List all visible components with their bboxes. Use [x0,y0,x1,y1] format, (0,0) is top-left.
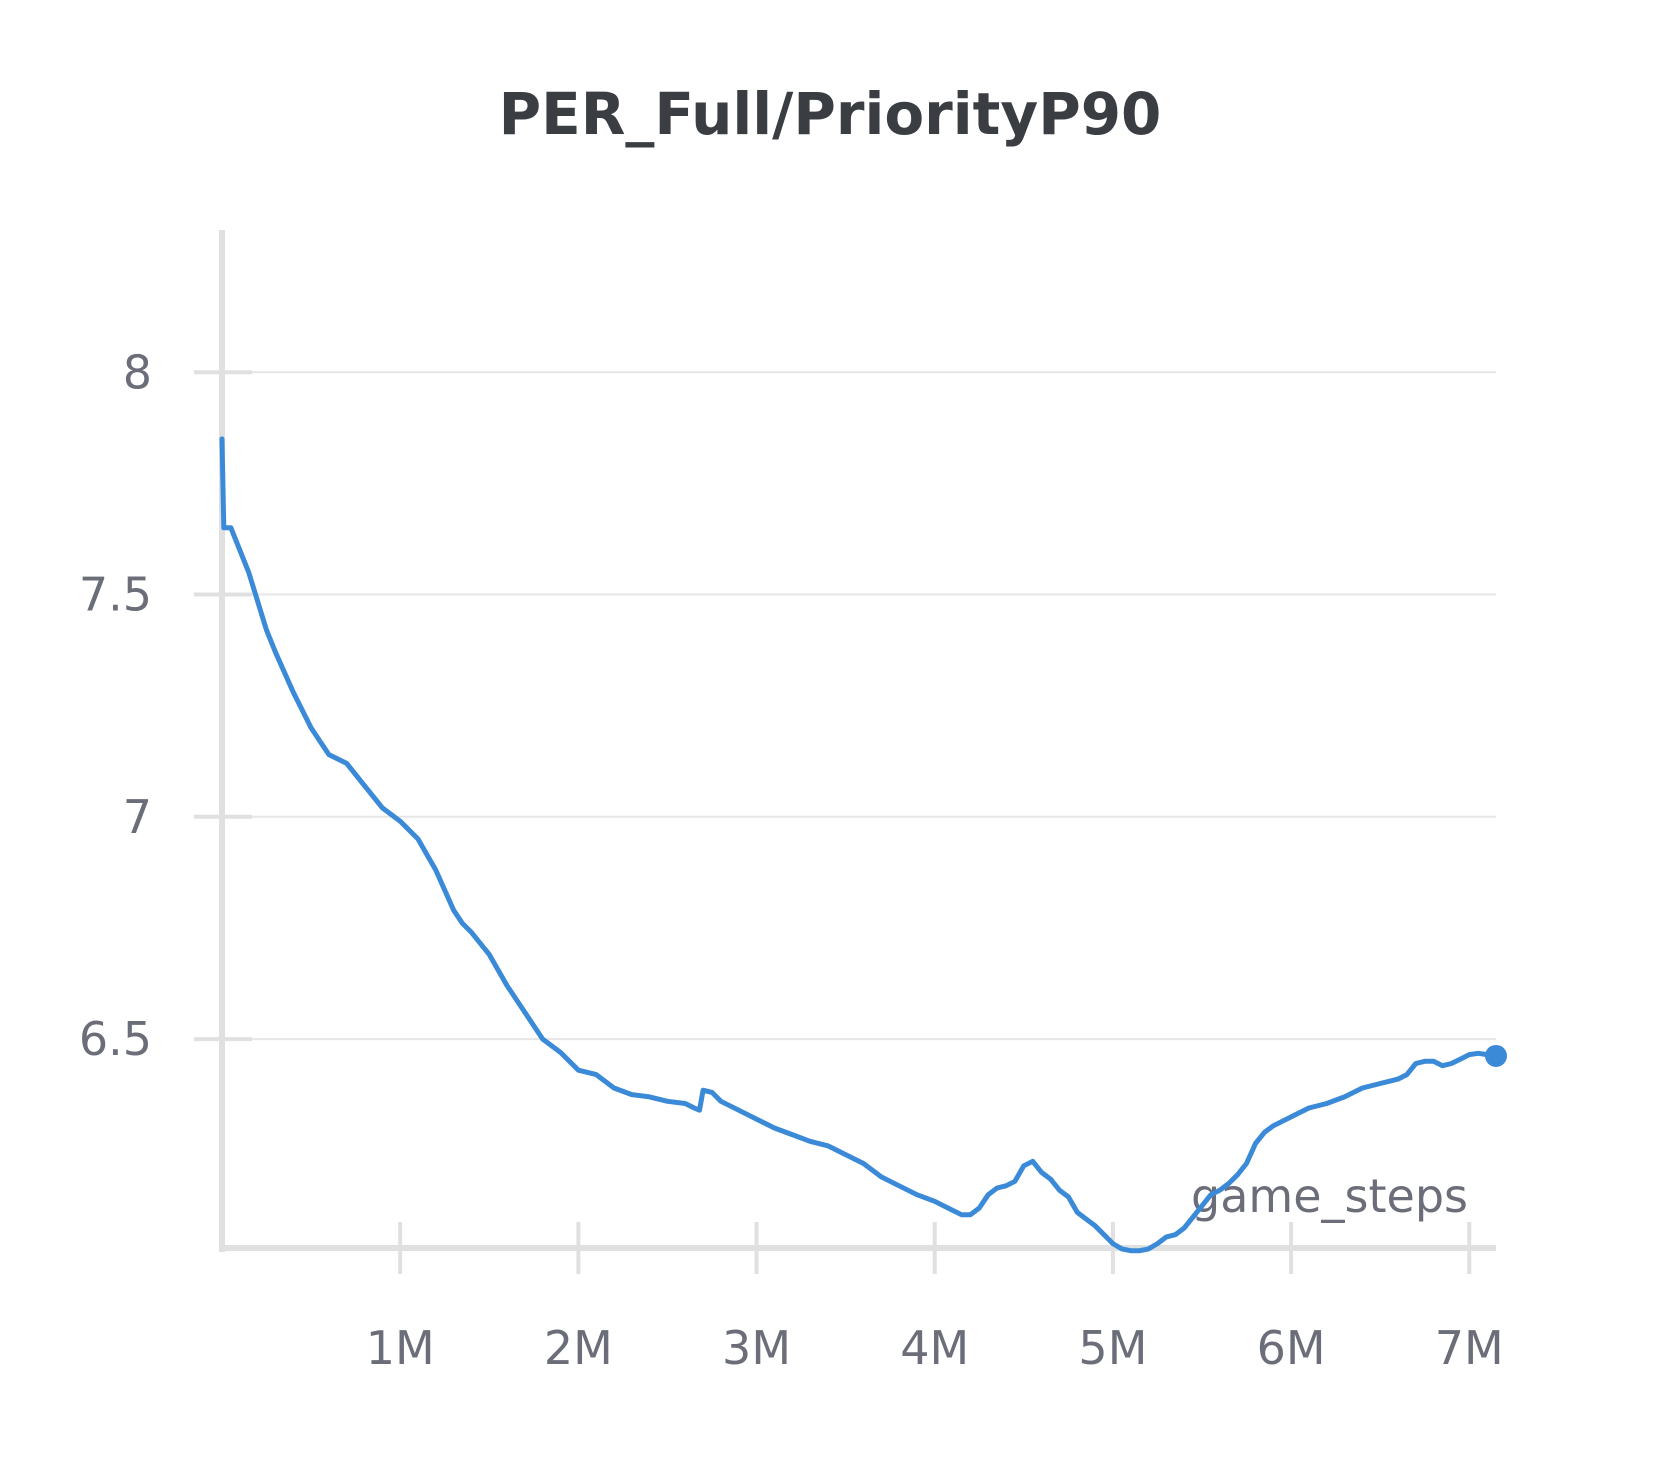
x-tick-label: 2M [544,1321,613,1375]
x-tick-label: 4M [900,1321,969,1375]
x-tick-label: 7M [1435,1321,1504,1375]
y-tick-label: 8 [123,345,152,399]
x-tick-label: 5M [1078,1321,1147,1375]
y-tick-label: 7.5 [79,568,152,622]
series-end-point [1485,1044,1507,1067]
x-tick-label: 1M [366,1321,435,1375]
series-line [219,436,1499,1254]
x-tick-label: 3M [722,1321,791,1375]
y-tick-label: 6.5 [79,1012,152,1066]
y-tick-label: 7 [123,790,152,844]
chart-title: PER_Full/PriorityP90 [498,80,1162,148]
x-tick-label: 6M [1257,1321,1326,1375]
